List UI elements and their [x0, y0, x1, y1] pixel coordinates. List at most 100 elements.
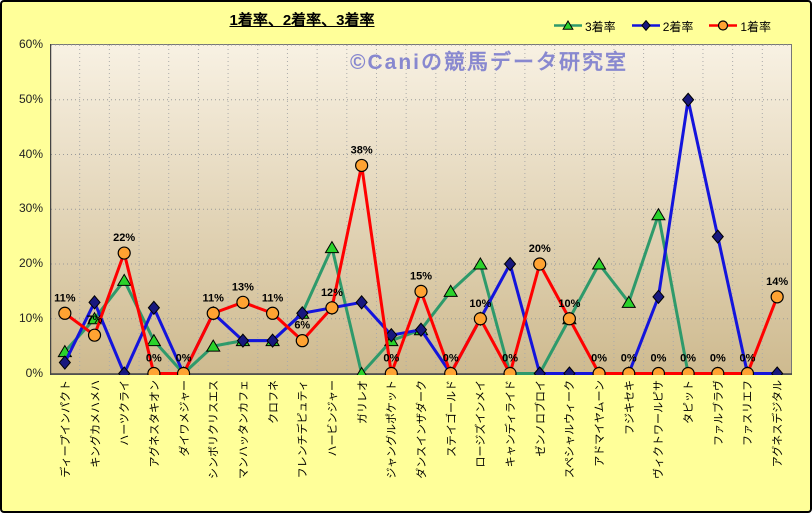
marker-triangle	[472, 257, 488, 270]
marker-circle	[562, 312, 577, 326]
data-label: 0%	[740, 353, 756, 365]
x-axis-label: ディープインパクト	[59, 380, 72, 478]
legend: 3着率 2着率 1着率	[553, 18, 771, 35]
marker-triangle	[443, 284, 459, 297]
x-axis-label: フレンチデピュティ	[297, 380, 310, 479]
legend-marker-triangle-icon-svg	[554, 19, 582, 30]
y-axis-tick-label: 0%	[25, 365, 43, 380]
marker-circle	[622, 366, 636, 375]
x-axis-label: ダイワメジャー	[178, 380, 191, 457]
marker-circle	[740, 366, 755, 375]
y-axis-tick-label: 50%	[18, 91, 43, 106]
x-axis-label: タピット	[683, 380, 696, 424]
x-axis-label: アグネスデジタル	[772, 380, 785, 468]
x-axis-label: ヴィクトワールピサ	[653, 380, 666, 479]
marker-circle	[718, 19, 729, 31]
marker-circle	[147, 366, 161, 375]
marker-circle	[58, 306, 72, 320]
marker-circle	[651, 366, 666, 375]
marker-circle	[503, 366, 517, 375]
chart-title: 1着率、2着率、3着率	[229, 12, 375, 29]
plot-svg: 11% 7% 22% 0% 0% 11% 13% 11% 6% 12% 38% 0% 15% 0% 10% 0…	[50, 44, 792, 375]
legend-marker-circle-icon	[708, 19, 738, 35]
marker-circle	[473, 312, 487, 326]
data-label: 38%	[351, 144, 373, 156]
marker-triangle	[651, 207, 666, 221]
data-label: 10%	[469, 298, 491, 310]
data-label: 14%	[766, 276, 788, 288]
marker-diamond	[266, 333, 279, 348]
x-axis-label: キャンディライド	[505, 380, 518, 468]
marker-circle	[87, 328, 102, 342]
marker-triangle	[591, 257, 607, 270]
marker-circle	[384, 366, 398, 375]
marker-circle	[711, 366, 725, 375]
marker-triangle	[116, 273, 132, 286]
marker-triangle	[356, 366, 367, 375]
x-axis-label: ゼンノロブロイ	[534, 380, 547, 457]
marker-circle	[592, 366, 606, 375]
marker-diamond	[414, 322, 428, 337]
marker-circle	[414, 284, 428, 298]
legend-marker-diamond-icon	[631, 19, 661, 35]
watermark: ©Caniの競馬データ研究室	[350, 51, 628, 74]
x-axis-label: ハービンジャー	[326, 380, 339, 457]
data-label: 22%	[113, 232, 135, 244]
y-axis-tick-label: 20%	[18, 256, 43, 270]
marker-diamond	[652, 289, 665, 305]
data-label: 20%	[529, 243, 551, 255]
data-label: 0%	[710, 353, 726, 365]
marker-diamond	[681, 92, 695, 108]
legend-marker-diamond-icon-svg	[631, 19, 660, 31]
x-axis-label: ダンスインザダーク	[416, 380, 428, 479]
marker-diamond	[503, 256, 517, 272]
marker-diamond	[88, 295, 101, 310]
marker-circle	[295, 334, 309, 348]
y-axis-tick-label: 30%	[18, 201, 43, 216]
legend-item-3rd-rate: 3着率	[553, 18, 616, 35]
marker-circle	[770, 290, 784, 304]
data-label: 12%	[321, 287, 343, 299]
marker-diamond	[711, 229, 724, 244]
data-label: 7%	[87, 314, 103, 326]
data-label: 13%	[232, 281, 254, 293]
marker-diamond	[771, 366, 784, 375]
legend-item-1st-rate: 1着率	[708, 18, 771, 35]
x-axis-label: ハーツクライ	[119, 380, 132, 446]
legend-marker-triangle-icon	[553, 19, 583, 35]
x-axis-label: アグネスタキオン	[148, 380, 161, 468]
x-axis-label: マンハッタンカフェ	[237, 380, 250, 479]
x-axis-label: クロフネ	[267, 380, 280, 424]
x-axis-label: アドマイヤムーン	[594, 380, 607, 467]
x-axis-label: ガリレオ	[356, 380, 369, 424]
marker-diamond	[533, 366, 546, 375]
data-label: 15%	[410, 270, 432, 282]
marker-circle	[681, 366, 695, 375]
marker-circle	[266, 306, 280, 320]
marker-triangle	[205, 339, 221, 352]
y-axis-tick-label: 60%	[18, 37, 43, 51]
marker-triangle	[146, 333, 162, 347]
y-axis-tick-label: 10%	[18, 310, 43, 325]
marker-triangle	[87, 311, 102, 325]
marker-diamond	[118, 366, 131, 375]
marker-diamond	[355, 295, 368, 310]
data-label: 0%	[621, 353, 637, 365]
x-axis-label: シンボリクリスエス	[208, 380, 221, 479]
data-label: 11%	[203, 292, 225, 304]
marker-diamond	[296, 306, 309, 321]
marker-circle	[236, 295, 250, 309]
legend-marker-circle-icon-svg	[709, 19, 738, 31]
marker-circle	[444, 366, 458, 375]
x-axis-label: ファスリエフ	[742, 380, 755, 446]
marker-circle	[176, 366, 191, 375]
marker-circle	[533, 257, 547, 271]
x-axis-label: ファルブラヴ	[712, 380, 725, 446]
data-label: 0%	[176, 353, 192, 365]
marker-circle	[206, 306, 220, 320]
data-label: 0%	[383, 353, 399, 365]
data-label: 0%	[502, 353, 518, 365]
marker-circle	[355, 158, 369, 173]
x-axis-label: スペシャルウィーク	[564, 380, 577, 479]
